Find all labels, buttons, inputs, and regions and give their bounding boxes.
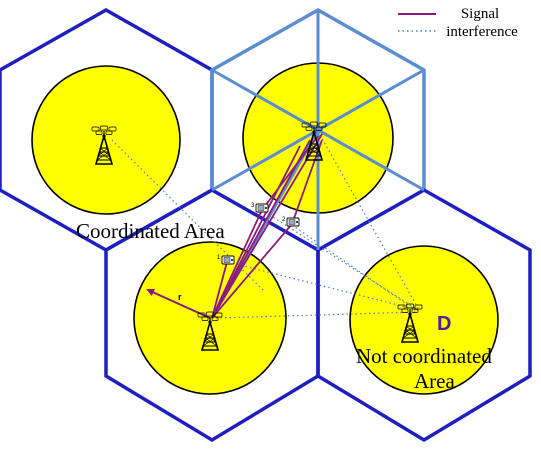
coverage-circle-top-left <box>31 65 181 215</box>
phone-icon <box>255 203 269 213</box>
signal-lines <box>211 133 323 319</box>
user-equipment-3: 3 <box>251 203 269 213</box>
not-coordinated-area-label-line2: Area <box>414 369 455 393</box>
legend-signal-label: Signal <box>461 6 499 22</box>
svg-text:2: 2 <box>282 217 286 223</box>
user-equipment-2: 2 <box>282 217 300 227</box>
coverage-circle-bottom-right <box>349 245 499 395</box>
legend-interference-label: interference <box>446 24 518 40</box>
user-equipment-1: 1 <box>217 255 235 265</box>
phone-icon <box>286 217 300 227</box>
phone-icon <box>221 255 235 265</box>
svg-text:1: 1 <box>217 255 221 261</box>
interference-lines <box>111 134 419 319</box>
coordinated-area-label: Coordinated Area <box>76 219 225 243</box>
not-coordinated-area-label-line1: Not coordinated <box>356 344 492 368</box>
radius-label: r <box>178 292 182 302</box>
svg-text:3: 3 <box>251 203 255 209</box>
desired-base-station-label: D <box>437 313 451 335</box>
legend: Signal interference <box>388 0 541 40</box>
